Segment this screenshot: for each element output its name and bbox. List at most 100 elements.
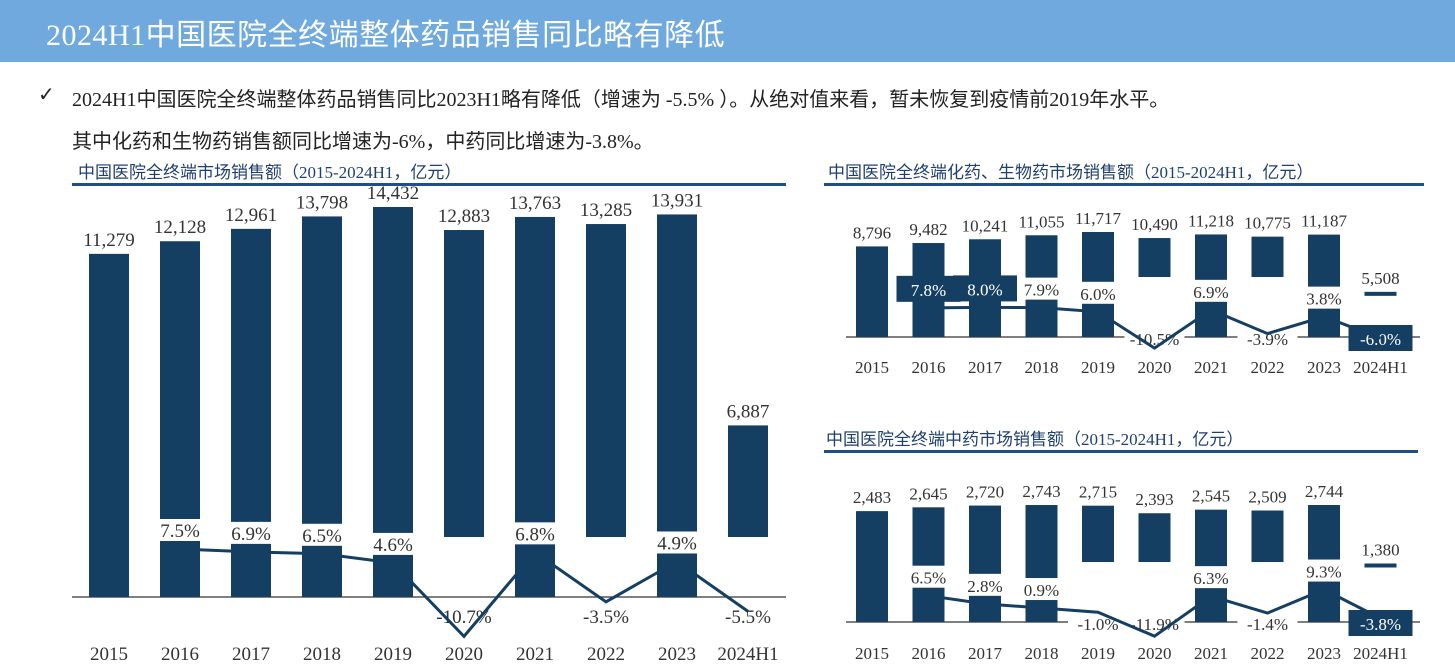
chart-title-chem-bio: 中国医院全终端化药、生物药市场销售额（2015-2024H1，亿元） <box>828 163 1314 182</box>
growth-label-bg <box>1068 611 1128 635</box>
growth-label: 6.5% <box>302 526 342 547</box>
bar <box>1251 236 1284 277</box>
growth-label: -3.5% <box>583 607 629 628</box>
growth-line <box>928 305 1382 350</box>
x-tick-label: 2019 <box>374 644 412 665</box>
growth-bar-segment <box>1195 301 1227 337</box>
growth-label: 6.5% <box>911 569 946 588</box>
growth-bar-segment <box>912 587 945 622</box>
bar <box>515 216 555 523</box>
x-tick-label: 2017 <box>968 358 1003 377</box>
chart-title-rule-chem-bio <box>824 183 1424 186</box>
x-tick-label: 2017 <box>968 644 1003 663</box>
growth-label-bg <box>1237 611 1298 635</box>
x-tick-label: 2021 <box>516 644 554 665</box>
x-tick-label: 2015 <box>855 358 889 377</box>
bar-value-label: 8,796 <box>853 223 891 242</box>
growth-label-box <box>953 275 1017 302</box>
x-tick-label: 2022 <box>1251 358 1285 377</box>
growth-label-bg <box>718 604 778 628</box>
title-banner: 2024H1中国医院全终端整体药品销售同比略有降低 <box>0 0 1455 62</box>
bar <box>856 246 888 337</box>
bar <box>302 216 342 524</box>
x-tick-label: 2022 <box>1251 644 1285 663</box>
x-tick-label: 2019 <box>1081 358 1115 377</box>
x-tick-label: 2019 <box>1081 644 1115 663</box>
growth-bar-segment <box>1308 581 1340 622</box>
x-tick-label: 2021 <box>1194 644 1228 663</box>
growth-bar-segment <box>1025 600 1058 622</box>
x-tick-label: 2020 <box>1138 644 1172 663</box>
growth-line <box>179 547 749 639</box>
x-tick-label: 2024H1 <box>1353 358 1408 377</box>
chart-title-rule-tcm <box>824 450 1418 453</box>
bar <box>1364 563 1397 568</box>
check-icon: ✓ <box>38 84 55 106</box>
bar <box>160 241 200 519</box>
page-title: 2024H1中国医院全终端整体药品销售同比略有降低 <box>46 19 726 52</box>
growth-label: 6.3% <box>1193 569 1228 588</box>
bar-value-label: 13,931 <box>651 190 703 211</box>
growth-bar-segment <box>1025 299 1058 337</box>
bar <box>1138 238 1171 277</box>
growth-bar-segment <box>912 299 945 337</box>
x-tick-label: 2017 <box>232 644 270 665</box>
bar <box>1138 513 1171 562</box>
bar <box>912 507 945 566</box>
growth-label: -1.4% <box>1247 615 1288 634</box>
bar <box>1195 234 1227 280</box>
growth-label: 2.8% <box>967 577 1002 596</box>
chart-title-tcm: 中国医院全终端中药市场销售额（2015-2024H1，亿元） <box>826 430 1244 449</box>
bar-value-label: 13,763 <box>509 193 561 214</box>
growth-label-bg <box>1124 326 1185 350</box>
bar-value-label: 2,715 <box>1079 483 1117 502</box>
bar <box>1025 505 1058 579</box>
bar-value-label: 10,241 <box>962 216 1009 235</box>
bar-value-label: 2,645 <box>909 484 947 503</box>
growth-label: -5.5% <box>725 607 771 628</box>
growth-label: -10.5% <box>1130 330 1180 349</box>
bar-value-label: 11,187 <box>1301 212 1348 231</box>
bar-value-label: 9,482 <box>909 220 947 239</box>
x-tick-label: 2018 <box>303 644 341 665</box>
growth-label: 9.3% <box>1306 563 1341 582</box>
x-tick-label: 2015 <box>855 644 889 663</box>
bar-value-label: 2,744 <box>1305 482 1344 501</box>
bar-value-label: 12,128 <box>154 217 206 238</box>
x-tick-label: 2021 <box>1194 358 1228 377</box>
x-tick-label: 2018 <box>1025 358 1059 377</box>
growth-label: 6.8% <box>515 524 555 545</box>
bar-value-label: 5,508 <box>1361 269 1399 288</box>
growth-bar-segment <box>969 595 1001 622</box>
bar-value-label: 1,380 <box>1361 541 1399 560</box>
growth-label: 8.0% <box>967 280 1002 299</box>
bar <box>1195 509 1227 567</box>
bar <box>1308 505 1340 560</box>
bar-value-label: 2,509 <box>1248 488 1286 507</box>
x-tick-label: 2024H1 <box>717 644 778 665</box>
bar-value-label: 2,720 <box>966 483 1004 502</box>
bar <box>1082 505 1114 562</box>
growth-label: 6.9% <box>231 524 271 545</box>
bar <box>1308 234 1340 287</box>
bar-value-label: 12,883 <box>438 206 490 227</box>
bar <box>373 207 413 533</box>
bar <box>912 243 945 278</box>
growth-line <box>928 587 1382 638</box>
bar-value-label: 14,432 <box>367 183 419 204</box>
bar <box>856 511 888 622</box>
x-tick-label: 2020 <box>1138 358 1172 377</box>
growth-label: 7.5% <box>160 521 200 542</box>
growth-label: -3.8% <box>1360 615 1401 634</box>
bar <box>969 505 1001 574</box>
growth-label: 3.8% <box>1306 290 1341 309</box>
bar <box>444 230 484 537</box>
growth-label: -3.9% <box>1247 330 1288 349</box>
bar-value-label: 2,743 <box>1022 482 1060 501</box>
bar <box>969 239 1001 278</box>
growth-label-bg <box>1237 326 1298 350</box>
bar-value-label: 13,798 <box>296 192 348 213</box>
growth-label: -1.0% <box>1077 615 1118 634</box>
x-tick-label: 2024H1 <box>1353 644 1408 663</box>
growth-label: 7.8% <box>911 281 946 300</box>
